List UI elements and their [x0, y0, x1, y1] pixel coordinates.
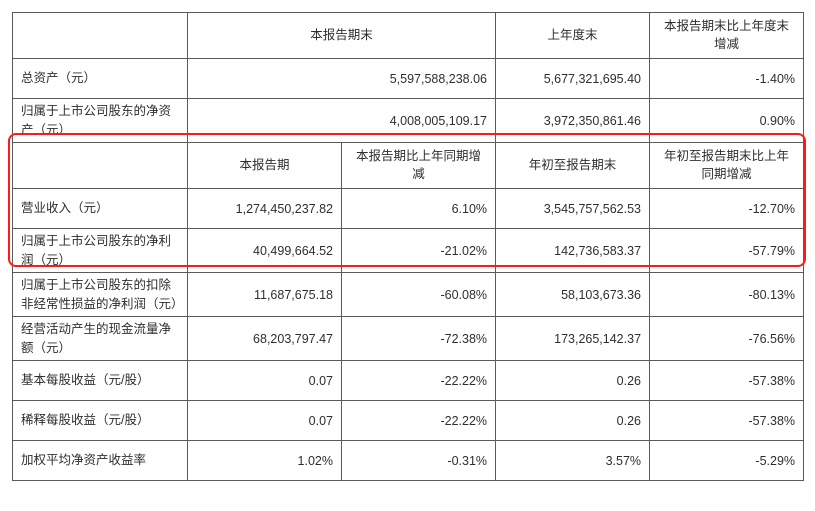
header-row-mid: 本报告期 本报告期比上年同期增减 年初至报告期末 年初至报告期末比上年同期增减 [13, 143, 804, 189]
row-label: 经营活动产生的现金流量净额（元） [13, 317, 188, 361]
header-prev-year-end: 上年度末 [496, 13, 650, 59]
header-this-period: 本报告期 [188, 143, 342, 189]
row-value: -76.56% [650, 317, 804, 361]
row-value: 5,597,588,238.06 [188, 59, 496, 99]
row-value: 40,499,664.52 [188, 229, 342, 273]
row-label: 基本每股收益（元/股） [13, 361, 188, 401]
row-value: -5.29% [650, 441, 804, 481]
row-value: 0.26 [496, 401, 650, 441]
table-row: 稀释每股收益（元/股） 0.07 -22.22% 0.26 -57.38% [13, 401, 804, 441]
row-label: 稀释每股收益（元/股） [13, 401, 188, 441]
table-row: 加权平均净资产收益率 1.02% -0.31% 3.57% -5.29% [13, 441, 804, 481]
row-label: 营业收入（元） [13, 189, 188, 229]
row-label: 归属于上市公司股东的净资产（元） [13, 99, 188, 143]
header-period-end: 本报告期末 [188, 13, 496, 59]
row-value: 3.57% [496, 441, 650, 481]
row-value: -57.38% [650, 401, 804, 441]
table-row: 归属于上市公司股东的净资产（元） 4,008,005,109.17 3,972,… [13, 99, 804, 143]
row-value: 3,972,350,861.46 [496, 99, 650, 143]
row-label: 归属于上市公司股东的扣除非经常性损益的净利润（元） [13, 273, 188, 317]
row-value: -80.13% [650, 273, 804, 317]
row-value: 6.10% [342, 189, 496, 229]
table-wrapper: 本报告期末 上年度末 本报告期末比上年度末增减 总资产（元） 5,597,588… [12, 12, 803, 481]
row-value: -12.70% [650, 189, 804, 229]
table-row: 经营活动产生的现金流量净额（元） 68,203,797.47 -72.38% 1… [13, 317, 804, 361]
header-row-top: 本报告期末 上年度末 本报告期末比上年度末增减 [13, 13, 804, 59]
header-ytd: 年初至报告期末 [496, 143, 650, 189]
row-value: 173,265,142.37 [496, 317, 650, 361]
row-value: -72.38% [342, 317, 496, 361]
header-ytd-vs-same: 年初至报告期末比上年同期增减 [650, 143, 804, 189]
row-value: 68,203,797.47 [188, 317, 342, 361]
table-row: 基本每股收益（元/股） 0.07 -22.22% 0.26 -57.38% [13, 361, 804, 401]
financial-table: 本报告期末 上年度末 本报告期末比上年度末增减 总资产（元） 5,597,588… [12, 12, 804, 481]
table-row: 归属于上市公司股东的扣除非经常性损益的净利润（元） 11,687,675.18 … [13, 273, 804, 317]
row-label: 总资产（元） [13, 59, 188, 99]
row-value: -60.08% [342, 273, 496, 317]
row-value: -0.31% [342, 441, 496, 481]
row-value: -57.38% [650, 361, 804, 401]
header-vs-same-period: 本报告期比上年同期增减 [342, 143, 496, 189]
header-change-vs-prev: 本报告期末比上年度末增减 [650, 13, 804, 59]
row-value: -57.79% [650, 229, 804, 273]
row-value: 0.07 [188, 401, 342, 441]
table-row: 归属于上市公司股东的净利润（元） 40,499,664.52 -21.02% 1… [13, 229, 804, 273]
header-blank [13, 143, 188, 189]
row-value: 0.26 [496, 361, 650, 401]
row-value: 3,545,757,562.53 [496, 189, 650, 229]
row-value: -21.02% [342, 229, 496, 273]
row-value: -22.22% [342, 361, 496, 401]
row-value: 4,008,005,109.17 [188, 99, 496, 143]
row-label: 归属于上市公司股东的净利润（元） [13, 229, 188, 273]
row-value: 0.90% [650, 99, 804, 143]
row-value: -1.40% [650, 59, 804, 99]
header-blank [13, 13, 188, 59]
table-row: 总资产（元） 5,597,588,238.06 5,677,321,695.40… [13, 59, 804, 99]
row-value: 0.07 [188, 361, 342, 401]
row-value: 142,736,583.37 [496, 229, 650, 273]
row-value: 11,687,675.18 [188, 273, 342, 317]
row-value: -22.22% [342, 401, 496, 441]
row-value: 1.02% [188, 441, 342, 481]
row-label: 加权平均净资产收益率 [13, 441, 188, 481]
row-value: 5,677,321,695.40 [496, 59, 650, 99]
table-row: 营业收入（元） 1,274,450,237.82 6.10% 3,545,757… [13, 189, 804, 229]
row-value: 1,274,450,237.82 [188, 189, 342, 229]
row-value: 58,103,673.36 [496, 273, 650, 317]
